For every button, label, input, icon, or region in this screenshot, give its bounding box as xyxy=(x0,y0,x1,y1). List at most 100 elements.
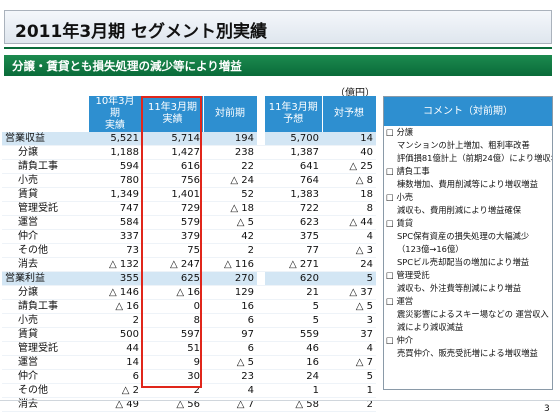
gap-cell xyxy=(257,132,265,146)
value-cell: 270 xyxy=(203,271,257,286)
gap-cell xyxy=(257,299,265,314)
value-cell: 14 xyxy=(322,132,376,146)
value-cell: 5,700 xyxy=(265,132,322,146)
comment-text: 評価損81億計上（前期24億）により増収増益 xyxy=(397,153,552,163)
value-cell: 2 xyxy=(322,397,376,412)
page-number: 3 xyxy=(544,404,550,414)
value-cell: 5 xyxy=(322,271,376,286)
value-cell: 625 xyxy=(142,271,203,286)
comment-header: コメント（対前期） xyxy=(384,97,552,126)
value-cell: 16 xyxy=(265,355,322,370)
value-cell: 2 xyxy=(203,243,257,258)
value-cell: 722 xyxy=(265,201,322,216)
value-cell: 4 xyxy=(322,229,376,244)
gap-cell xyxy=(257,187,265,202)
value-cell: 1 xyxy=(265,383,322,398)
value-cell: △ 271 xyxy=(265,257,322,272)
value-cell: 584 xyxy=(88,215,142,230)
value-cell: 24 xyxy=(265,369,322,384)
value-cell: 5 xyxy=(265,313,322,328)
comment-heading: □ 運営 xyxy=(386,296,414,306)
row-label: その他 xyxy=(2,243,88,258)
value-cell: 1,387 xyxy=(265,145,322,160)
value-cell: 16 xyxy=(203,299,257,314)
row-label: 小売 xyxy=(2,173,88,188)
value-cell: 355 xyxy=(88,271,142,286)
gap-cell xyxy=(257,383,265,398)
comment-text: 減収も、費用削減により増益確保 xyxy=(397,205,522,215)
row-label: 小売 xyxy=(2,313,88,328)
value-cell: 194 xyxy=(203,132,257,146)
comment-list: □ 分譲 マンションの計上増加、粗利率改善 評価損81億計上（前期24億）により増収… xyxy=(384,126,552,360)
title-bar: 2011年3月期 セグメント別実績 xyxy=(4,10,552,44)
header-col: 11年3月期 実績 xyxy=(142,96,204,132)
value-cell: △ 37 xyxy=(322,285,376,300)
value-cell: △ 18 xyxy=(203,201,257,216)
value-cell: 559 xyxy=(265,327,322,342)
table-row: 管理受託 44 51 6 46 4 xyxy=(2,341,376,356)
header-gap xyxy=(257,96,265,132)
value-cell: 2 xyxy=(88,313,142,328)
value-cell: 756 xyxy=(142,173,203,188)
value-cell: 51 xyxy=(142,341,203,356)
title-divider xyxy=(4,47,552,49)
value-cell: △ 5 xyxy=(322,299,376,314)
table-row: 請負工事 △ 16 0 16 5 △ 5 xyxy=(2,299,376,314)
row-label: 仲介 xyxy=(2,229,88,244)
value-cell: 616 xyxy=(142,159,203,174)
value-cell: 52 xyxy=(203,187,257,202)
table-row: 消去 △ 49 △ 56 △ 7 △ 58 2 xyxy=(2,397,376,412)
header-col: 10年3月期 実績 xyxy=(88,96,143,132)
comment-text: 棟数増加、費用削減等により増収増益 xyxy=(397,179,538,189)
header-col: 対前期 xyxy=(203,96,258,132)
value-cell: 24 xyxy=(322,257,376,272)
gap-cell xyxy=(257,229,265,244)
value-cell: △ 247 xyxy=(142,257,203,272)
row-label: その他 xyxy=(2,383,88,398)
value-cell: 5,521 xyxy=(88,132,142,146)
value-cell: 97 xyxy=(203,327,257,342)
value-cell: △ 58 xyxy=(265,397,322,412)
row-label: 分譲 xyxy=(2,145,88,160)
table-row: 分譲 △ 146 △ 16 129 21 △ 37 xyxy=(2,285,376,300)
value-cell: 747 xyxy=(88,201,142,216)
value-cell: △ 116 xyxy=(203,257,257,272)
value-cell: 4 xyxy=(322,341,376,356)
table-row: 請負工事 594 616 22 641 △ 25 xyxy=(2,159,376,174)
row-label: 請負工事 xyxy=(2,159,88,174)
gap-cell xyxy=(257,201,265,216)
table-row: 分譲 1,188 1,427 238 1,387 40 xyxy=(2,145,376,160)
value-cell: △ 7 xyxy=(203,397,257,412)
value-cell: 6 xyxy=(203,313,257,328)
header-col: 11年3月期 予想 xyxy=(265,96,323,132)
value-cell: △ 56 xyxy=(142,397,203,412)
comment-text: 売買仲介、販売受託増による増収増益 xyxy=(397,348,538,358)
gap-cell xyxy=(257,215,265,230)
value-cell: 40 xyxy=(322,145,376,160)
comment-heading: □ 分譲 xyxy=(386,127,414,137)
comment-heading: □ 管理受託 xyxy=(386,270,430,280)
table-row: 消去 △ 132 △ 247 △ 116 △ 271 24 xyxy=(2,257,376,272)
row-label: 消去 xyxy=(2,397,88,412)
subtitle: 分譲・賃貸とも損失処理の減少等により増益 xyxy=(12,59,242,73)
comment-heading: □ 請負工事 xyxy=(386,166,430,176)
row-label: 管理受託 xyxy=(2,201,88,216)
value-cell: 75 xyxy=(142,243,203,258)
gap-cell xyxy=(257,173,265,188)
page-title: 2011年3月期 セグメント別実績 xyxy=(15,22,268,42)
row-label: 請負工事 xyxy=(2,299,88,314)
subtitle-bar: 分譲・賃貸とも損失処理の減少等により増益 xyxy=(4,55,552,76)
value-cell: △ 25 xyxy=(322,159,376,174)
value-cell: 14 xyxy=(88,355,142,370)
gap-cell xyxy=(257,341,265,356)
header-col: 対予想 xyxy=(322,96,377,132)
value-cell: △ 5 xyxy=(203,215,257,230)
gap-cell xyxy=(257,159,265,174)
comment-panel: コメント（対前期） □ 分譲 マンションの計上増加、粗利率改善 評価損81億計上（前… xyxy=(383,96,553,390)
row-label: 営業収益 xyxy=(2,132,88,146)
table-row: その他 73 75 2 77 △ 3 xyxy=(2,243,376,258)
value-cell: 641 xyxy=(265,159,322,174)
gap-cell xyxy=(257,355,265,370)
table-row: 賃貸 1,349 1,401 52 1,383 18 xyxy=(2,187,376,202)
gap-cell xyxy=(257,285,265,300)
